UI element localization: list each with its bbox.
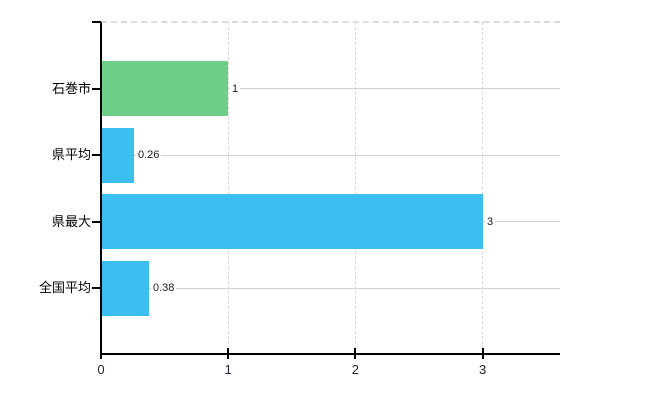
h-gridline-3 [101,287,560,289]
bar-3 [101,260,149,316]
bar-1 [101,127,134,183]
category-label: 県平均 [51,147,91,162]
y-axis-tick-0 [92,87,101,90]
h-gridline-1 [101,154,560,156]
v-gridline-1 [227,22,229,354]
bar-2 [101,194,483,249]
v-gridline-2 [354,22,356,354]
bar-value-label: 0.26 [136,148,162,162]
bar-0 [101,61,228,116]
plot-top-border [101,21,560,23]
y-axis-tick-3 [92,287,101,289]
y-axis-line [100,22,102,355]
x-axis-tick-2 [354,348,357,359]
y-axis-top-tick [92,21,101,23]
y-axis-tick-1 [92,154,101,156]
bar-value-label: 3 [485,214,496,229]
x-axis-tick-label: 0 [97,362,105,377]
category-label: 全国平均 [38,280,91,295]
category-label: 石巻市 [51,80,91,96]
category-label: 県最大 [51,213,91,229]
x-axis-tick-3 [481,348,484,359]
x-axis-tick-label: 3 [478,362,487,377]
x-axis-tick-label: 2 [351,362,360,377]
v-gridline-3 [482,22,484,354]
x-axis-tick-0 [100,348,102,359]
x-axis-tick-1 [227,348,230,359]
x-axis-line [100,353,560,355]
bar-value-label: 0.38 [151,281,177,295]
h-gridline-0 [101,88,560,89]
x-axis-tick-label: 1 [224,362,232,377]
bar-value-label: 1 [230,81,241,96]
y-axis-tick-2 [92,220,101,223]
